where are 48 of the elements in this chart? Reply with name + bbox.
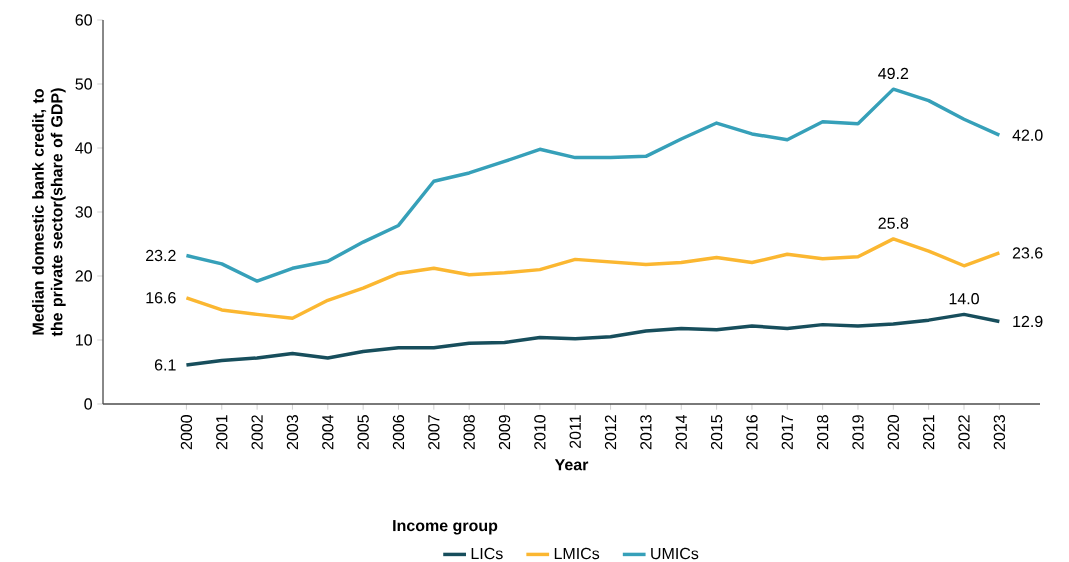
x-tick-label: 2007: [428, 415, 440, 450]
x-tick-label: 2022: [958, 415, 970, 450]
line-series: [184, 312, 1002, 367]
x-tick-label: 2008: [463, 415, 475, 450]
x-tick-label: 2021: [923, 415, 935, 450]
x-tick-label: 2004: [322, 414, 334, 450]
x-tick-label: 2000: [180, 415, 193, 450]
legend-label: LICs: [471, 547, 503, 560]
x-tick-label: 2017: [781, 415, 793, 450]
y-tick-label: 20: [75, 270, 92, 282]
y-tick-label: 60: [75, 14, 92, 26]
x-tick-label: 2012: [604, 415, 617, 450]
data-label: 6.1: [154, 359, 176, 371]
x-tick-label: 2018: [816, 415, 829, 450]
legend-label: UMICs: [651, 547, 699, 560]
x-tick-label: 2014: [675, 414, 687, 450]
data-label: 25.8: [878, 217, 909, 229]
x-tick-label: 2009: [498, 415, 511, 450]
y-tick-label: 50: [75, 78, 92, 90]
x-tick-label: 2016: [746, 415, 758, 450]
x-tick-label: 2020: [887, 415, 899, 450]
data-label: 49.2: [878, 67, 909, 80]
legend-label: LMICs: [554, 547, 600, 560]
data-label: 16.6: [146, 292, 176, 304]
y-axis-title: Median domestic bank credit, to the private sector(share of GDP): [32, 88, 66, 337]
x-tick-label: 2005: [357, 415, 369, 450]
y-tick-label: 0: [84, 398, 92, 410]
x-tick-label: 2013: [640, 415, 652, 450]
x-tick-label: 2003: [286, 415, 299, 450]
data-label: 12.9: [1013, 315, 1043, 328]
x-tick-label: 2011: [569, 415, 581, 449]
data-label: 14.0: [949, 293, 979, 305]
x-tick-label: 2023: [993, 415, 1006, 450]
line-series: [184, 87, 1002, 283]
x-tick-label: 2019: [852, 415, 864, 450]
x-tick-label: 2010: [534, 415, 546, 450]
data-label: 23.2: [146, 249, 176, 262]
x-tick-label: 2006: [392, 415, 405, 450]
legend-title: Income group: [393, 520, 498, 535]
y-tick-label: 10: [76, 334, 92, 346]
data-label: 42.0: [1012, 129, 1043, 141]
x-tick-label: 2001: [216, 415, 228, 450]
x-tick-label: 2015: [710, 415, 723, 450]
data-label: 23.6: [1012, 247, 1043, 259]
x-tick-label: 2002: [251, 415, 263, 450]
y-tick-label: 40: [75, 142, 92, 154]
y-tick-label: 30: [75, 206, 92, 218]
x-axis-title: Year: [554, 459, 589, 471]
